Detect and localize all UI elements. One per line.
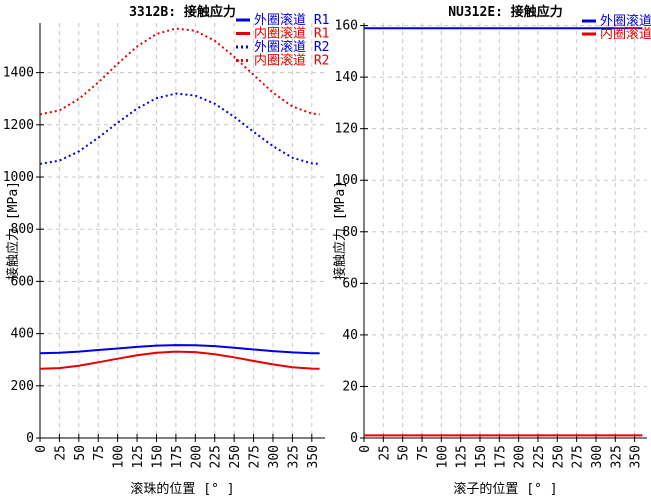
x-tick-label: 0 [358, 445, 373, 453]
chart-title-3312b: 3312B: 接触应力 [129, 5, 236, 20]
legend-item-2: 外圈滚道 R2 [236, 39, 329, 55]
legend-label: 内圈滚道 [600, 26, 651, 42]
series-lines [39, 27, 320, 370]
legend-label: 内圈滚道 R2 [254, 53, 329, 69]
x-tick-label: 125 [455, 445, 470, 468]
y-axis-label: 接触应力 [MPa] [332, 181, 348, 280]
legend-item-1: 内圈滚道 R1 [236, 26, 329, 42]
series-line-3 [39, 27, 320, 116]
x-tick-label: 50 [73, 445, 88, 461]
y-tick-label: 160 [335, 19, 358, 34]
y-tick-label: 120 [335, 122, 358, 137]
y-tick-label: 0 [350, 431, 358, 446]
x-tick-label: 75 [92, 445, 107, 461]
y-tick-label: 1400 [3, 66, 34, 81]
x-tick-label: 75 [416, 445, 431, 461]
axes: 0 25 50 75 100 125 150 175 200 225 250 275 300 325 350… [3, 23, 325, 468]
x-tick-label: 25 [53, 445, 68, 461]
x-tick-label: 325 [609, 445, 624, 468]
x-tick-label: 0 [34, 445, 49, 453]
y-tick-label: 100 [335, 173, 358, 188]
chart-title-nu312e: NU312E: 接触应力 [448, 5, 563, 20]
y-tick-label: 140 [335, 70, 358, 85]
legend-label: 外圈滚道 [600, 13, 651, 29]
y-tick-label: 20 [342, 379, 358, 394]
series-line-0 [39, 344, 320, 355]
y-tick-label: 0 [26, 431, 34, 446]
plot-svg-0: 0 25 50 75 100 125 150 175 200 225 250 275 300 325 350… [3, 12, 330, 468]
legend-item-0: 外圈滚道 R1 [236, 12, 329, 28]
y-tick-label: 1000 [3, 170, 34, 185]
legend-item-0: 外圈滚道 [582, 13, 651, 29]
x-tick-label: 225 [209, 445, 224, 468]
y-tick-label: 400 [11, 327, 34, 342]
chart-nu312e: NU312E: 接触应力 滚子的位置 [° ] 0 25 50 75 100 125 150… [331, 0, 651, 502]
y-tick-label: 600 [11, 274, 34, 289]
x-tick-label: 200 [513, 445, 528, 468]
x-tick-label: 50 [397, 445, 412, 461]
x-tick-label: 300 [267, 445, 282, 468]
x-tick-label: 225 [532, 445, 547, 468]
y-tick-label: 40 [342, 328, 358, 343]
x-tick-label: 100 [112, 445, 127, 468]
y-axis-label: 接触应力 [MPa] [5, 181, 21, 280]
axes: 0 25 50 75 100 125 150 175 200 225 250 275 300 325 350… [335, 19, 647, 468]
x-tick-label: 325 [286, 445, 301, 468]
series-line-1 [39, 350, 320, 370]
x-tick-label: 100 [435, 445, 450, 468]
chart-3312b: 3312B: 接触应力 滚珠的位置 [° ] 0 25 50 75 100 125 150 1… [3, 5, 330, 497]
x-axis-label-roller-position: 滚子的位置 [° ] [453, 482, 558, 497]
y-tick-label: 200 [11, 379, 34, 394]
x-tick-label: 350 [306, 445, 321, 468]
gridlines [40, 23, 325, 438]
series-lines [364, 27, 643, 437]
x-tick-label: 200 [189, 445, 204, 468]
x-tick-label: 175 [493, 445, 508, 468]
x-tick-label: 150 [474, 445, 489, 468]
x-tick-label: 125 [131, 445, 146, 468]
legend-label: 外圈滚道 R1 [254, 12, 329, 28]
y-tick-label: 60 [342, 276, 358, 291]
x-tick-label: 250 [551, 445, 566, 468]
series-line-2 [39, 92, 320, 165]
x-tick-label: 175 [170, 445, 185, 468]
x-axis-label-ball-position: 滚珠的位置 [° ] [130, 482, 235, 497]
y-tick-label: 800 [11, 222, 34, 237]
plot-svg-1: 0 25 50 75 100 125 150 175 200 225 250 275 300 325 350… [332, 13, 651, 468]
x-tick-label: 25 [377, 445, 392, 461]
legend-label: 外圈滚道 R2 [254, 39, 329, 55]
y-tick-label: 80 [342, 225, 358, 240]
legend-item-1: 内圈滚道 [582, 26, 651, 42]
x-tick-label: 275 [248, 445, 263, 468]
y-tick-label: 1200 [3, 118, 34, 133]
legend-item-3: 内圈滚道 R2 [236, 53, 329, 69]
x-tick-label: 150 [150, 445, 165, 468]
legend-label: 内圈滚道 R1 [254, 26, 329, 42]
x-tick-label: 350 [629, 445, 644, 468]
x-tick-label: 250 [228, 445, 243, 468]
x-tick-label: 275 [571, 445, 586, 468]
x-tick-label: 300 [590, 445, 605, 468]
gridlines [364, 23, 647, 438]
